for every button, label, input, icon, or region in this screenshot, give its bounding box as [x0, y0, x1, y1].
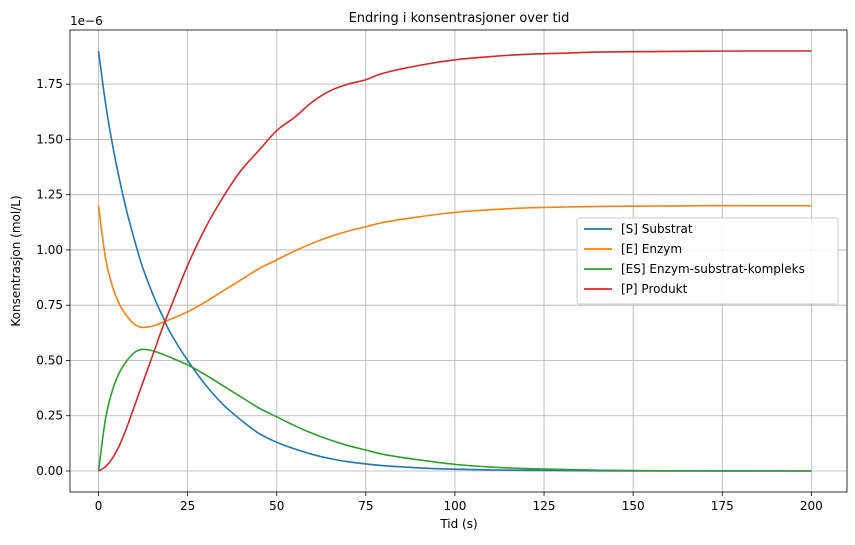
y-tick-label: 1.25	[36, 188, 63, 202]
y-tick-label: 1.75	[36, 77, 63, 91]
legend-label: [S] Substrat	[621, 222, 693, 236]
y-tick-label: 0.75	[36, 298, 63, 312]
y-scale-label: 1e−6	[70, 14, 103, 28]
x-tick-label: 50	[269, 499, 284, 513]
x-axis: 0 25 50 75 100 125 150 175 200	[95, 492, 823, 513]
series-line-2	[97, 204, 812, 329]
plot-frame	[69, 29, 848, 493]
series-line-4	[98, 50, 812, 472]
y-axis: 0.00 0.25 0.50 0.75 1.00 1.25 1.50 1.75	[36, 77, 70, 478]
legend-label: [ES] Enzym-substrat-kompleks	[621, 262, 805, 276]
y-tick-label: 0.00	[36, 464, 63, 478]
chart-title: Endring i konsentrasjoner over tid	[349, 11, 570, 26]
x-tick-label: 150	[622, 499, 645, 513]
legend-box	[576, 217, 839, 305]
x-tick-label: 125	[533, 499, 556, 513]
x-tick-label: 100	[443, 499, 466, 513]
y-axis-label: Konsentrasjon (mol/L)	[9, 195, 23, 326]
y-tick-label: 0.50	[36, 353, 63, 367]
x-tick-label: 75	[358, 499, 373, 513]
y-tick-label: 1.00	[36, 243, 63, 257]
x-axis-label: Tid (s)	[439, 517, 477, 531]
y-tick-label: 0.25	[36, 409, 63, 423]
x-tick-label: 25	[180, 499, 195, 513]
legend-label: [P] Produkt	[621, 282, 688, 296]
legend-label: [E] Enzym	[621, 242, 682, 256]
x-tick-label: 175	[711, 499, 734, 513]
series-line-3	[97, 348, 812, 472]
y-tick-label: 1.50	[36, 132, 63, 146]
x-tick-label: 200	[800, 499, 823, 513]
x-tick-label: 0	[95, 499, 103, 513]
series-group	[97, 50, 812, 472]
legend: [S] Substrat [E] Enzym [ES] Enzym-substrat…	[576, 217, 839, 305]
